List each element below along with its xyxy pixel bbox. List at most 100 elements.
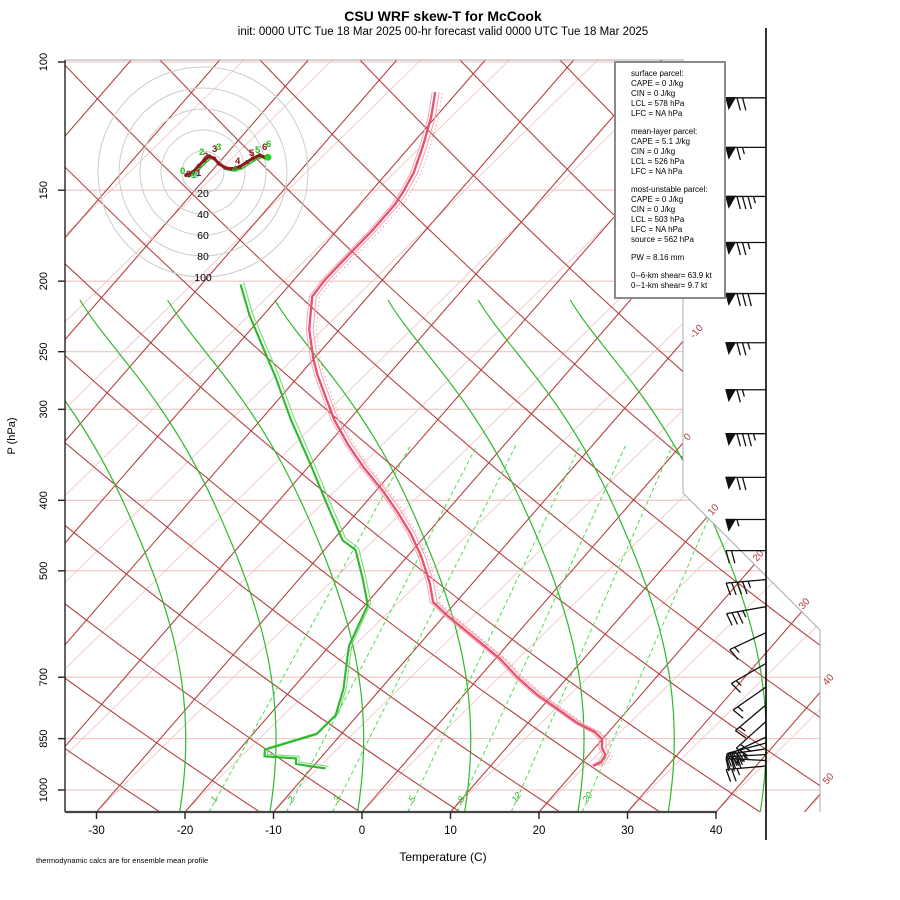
isotherm-label: 0	[682, 431, 694, 443]
hodo-km-label-red: 4	[235, 156, 241, 167]
temp-tick-label: -20	[177, 825, 194, 837]
wind-barb	[725, 549, 766, 564]
hodo-km-label-green: 3	[216, 142, 221, 153]
wind-barb	[730, 662, 767, 694]
temperature-axis-label: Temperature (C)	[399, 850, 487, 864]
hodo-km-label-red: 1	[196, 168, 202, 179]
pressure-tick-label: 250	[38, 343, 50, 361]
parcel-stat-line: LFC = NA hPa	[631, 225, 683, 234]
parcel-stat-line: CAPE = 5.1 J/kg	[631, 137, 690, 146]
isotherm-label: 40	[821, 672, 837, 688]
wind-barb-column	[725, 28, 767, 840]
parcel-stat-line: LCL = 578 hPa	[631, 99, 685, 108]
temp-tick-label: -10	[265, 825, 282, 837]
pressure-tick-label: 500	[38, 562, 50, 580]
parcel-info-box: surface parcel: CAPE = 0 J/kg CIN = 0 J/kg…	[614, 61, 726, 299]
hodo-ring-label: 60	[197, 230, 209, 242]
mixing-ratio-label: 5	[406, 793, 418, 804]
temp-tick-label: 20	[533, 825, 546, 837]
shear-line: 0--6-km shear= 63.9 kt	[631, 271, 712, 280]
hodo-km-label-green: 2	[199, 147, 204, 158]
mixing-ratio-label: 20	[580, 790, 595, 805]
pressure-tick-label: 850	[38, 729, 50, 747]
pressure-tick-label: 200	[38, 272, 50, 290]
parcel-stat-line: CIN = 0 J/kg	[631, 205, 676, 214]
shear-line: 0--1-km shear= 9.7 kt	[631, 281, 708, 290]
wind-barb	[725, 292, 766, 307]
parcel-stat-line: CIN = 0 J/kg	[631, 89, 676, 98]
pressure-tick-label: 400	[38, 491, 50, 509]
wind-barb	[725, 389, 766, 403]
chart-subtitle: init: 0000 UTC Tue 18 Mar 2025 00-hr for…	[237, 26, 649, 38]
dewpoint-trace	[239, 284, 369, 770]
pressure-tick-label: 1000	[38, 778, 50, 802]
wind-barb	[729, 632, 767, 660]
pressure-tick-label: 300	[38, 400, 50, 418]
hodo-km-label-red: 0	[186, 169, 191, 180]
mixing-ratio-label: 12	[509, 790, 523, 804]
pressure-tick-label: 700	[38, 668, 50, 686]
parcel-stat-line: CIN = 0 J/kg	[631, 147, 676, 156]
mixing-ratio-label: 1	[208, 794, 219, 804]
wind-barb	[725, 241, 766, 256]
isotherm-label: 10	[706, 502, 722, 518]
hodo-km-label-green: 1	[191, 170, 197, 181]
wind-barb	[725, 476, 766, 491]
hodo-km-label-red: 3	[212, 144, 217, 155]
wind-barb	[732, 686, 767, 719]
parcel-stat-line: LFC = NA hPa	[631, 167, 683, 176]
wind-barb	[725, 195, 766, 210]
wind-barb	[725, 146, 766, 161]
storm-motion-dot	[195, 173, 199, 177]
hodo-km-label-green: 6	[266, 139, 271, 150]
hodo-ring-label: 100	[194, 272, 212, 284]
isotherm-label: -10	[688, 323, 706, 341]
hodo-km-label-green: 4	[232, 164, 238, 175]
parcel-stat-line: CAPE = 0 J/kg	[631, 79, 684, 88]
hodo-km-label-red: 2	[203, 151, 208, 162]
hodo-km-label-red: 5	[249, 148, 255, 159]
hodo-km-label-green: 0	[180, 166, 185, 177]
temp-tick-label: 30	[621, 825, 634, 837]
hodo-ring-label: 40	[197, 209, 209, 221]
wind-barb	[734, 704, 767, 739]
wind-barb	[725, 433, 766, 447]
wind-barb	[725, 518, 766, 532]
temp-tick-label: 0	[359, 825, 365, 837]
mixing-ratio-label: 8	[455, 794, 466, 804]
skewt-grid	[65, 60, 820, 812]
pressure-tick-label: 150	[38, 181, 50, 199]
pressure-axis-label: P (hPa)	[6, 417, 18, 455]
temperature-trace	[308, 91, 607, 768]
temp-tick-label: 40	[710, 825, 723, 837]
pw-line: PW = 8.16 mm	[631, 253, 685, 262]
wind-barb	[725, 342, 766, 356]
sounding-traces	[239, 91, 614, 770]
wind-barb	[725, 97, 766, 111]
pressure-tick-label: 100	[38, 53, 50, 71]
mixing-ratio-label: 3	[331, 794, 342, 804]
hodo-km-label-green: 5	[255, 145, 261, 156]
hodo-end-dot	[264, 153, 272, 161]
parcel-stat-line: LCL = 526 hPa	[631, 157, 685, 166]
hodo-km-label-red: 6	[262, 142, 267, 153]
temp-tick-label: 10	[444, 825, 457, 837]
parcel-stat-line: CAPE = 0 J/kg	[631, 195, 684, 204]
plot-boundary	[65, 59, 821, 812]
hodo-ring-label: 80	[197, 251, 209, 263]
parcel-stat-line: source = 562 hPa	[631, 235, 694, 244]
parcel-stat-line: LCL = 503 hPa	[631, 215, 685, 224]
hodo-ring-label: 20	[197, 188, 209, 200]
parcel-section-heading: mean-layer parcel:	[631, 127, 698, 136]
page-title: CSU WRF skew-T for McCook	[344, 8, 542, 24]
parcel-stat-line: LFC = NA hPa	[631, 109, 683, 118]
temp-tick-label: -30	[88, 825, 105, 837]
wind-barb	[726, 606, 767, 626]
mixing-ratio-label: 2	[285, 794, 297, 805]
thermo-footnote: thermodynamic calcs are for ensemble mea…	[36, 856, 209, 865]
parcel-section-heading: most-unstable parcel:	[631, 185, 708, 194]
